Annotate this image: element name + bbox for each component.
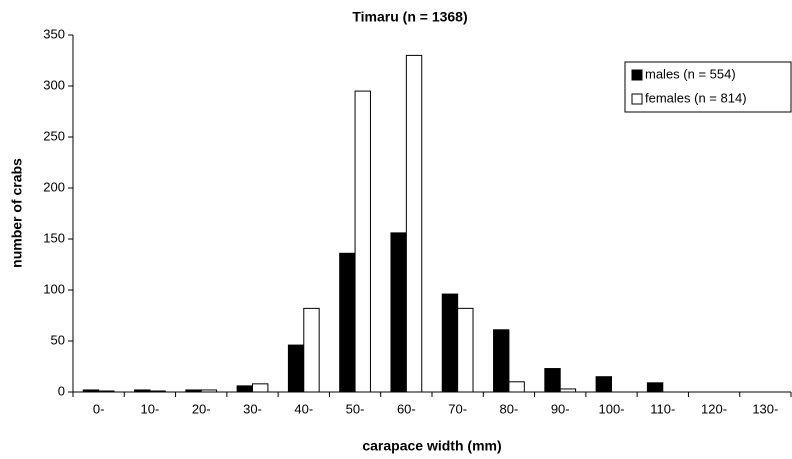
- bar: [544, 368, 561, 393]
- y-tick-label: 200: [43, 179, 65, 194]
- x-tick-label: 80-: [500, 401, 519, 416]
- y-tick-label: 350: [43, 26, 65, 41]
- bar: [134, 389, 151, 393]
- bar: [354, 90, 371, 393]
- legend-swatch: [631, 69, 643, 81]
- x-tick-label: 90-: [551, 401, 570, 416]
- bar: [200, 389, 218, 393]
- legend-box: [624, 61, 792, 113]
- y-tick-label: 300: [43, 77, 65, 92]
- bar: [98, 390, 115, 393]
- bar: [236, 385, 254, 393]
- bar: [303, 307, 320, 393]
- bar: [559, 388, 577, 393]
- y-axis-label: number of crabs: [9, 158, 25, 268]
- y-tick-label: 150: [43, 230, 65, 245]
- x-tick-label: 70-: [448, 401, 467, 416]
- y-tick-label: 50: [51, 332, 65, 347]
- bar: [185, 389, 202, 393]
- x-tick-label: 130-: [752, 401, 778, 416]
- bar: [457, 307, 474, 393]
- chart-title: Timaru (n = 1368): [352, 9, 467, 25]
- x-tick-label: 50-: [346, 401, 365, 416]
- bar: [405, 54, 423, 393]
- bar: [149, 390, 166, 393]
- x-tick-label: 40-: [294, 401, 313, 416]
- legend-swatch: [631, 93, 643, 105]
- x-tick-label: 0-: [93, 401, 105, 416]
- x-tick-label: 110-: [650, 401, 675, 416]
- x-tick-label: 120-: [701, 401, 727, 416]
- x-tick-label: 30-: [243, 401, 262, 416]
- bar: [82, 389, 100, 393]
- bar: [252, 383, 269, 393]
- x-tick-label: 20-: [192, 401, 211, 416]
- y-tick-label: 0: [58, 383, 65, 398]
- legend-label: males (n = 554): [645, 66, 736, 81]
- bar: [441, 293, 459, 393]
- bar: [508, 381, 525, 393]
- x-axis-label: carapace width (mm): [362, 438, 501, 454]
- x-tick-label: 100-: [598, 401, 624, 416]
- bar: [646, 382, 664, 393]
- x-tick-label: 10-: [141, 401, 160, 416]
- legend-label: females (n = 814): [645, 90, 747, 105]
- y-tick-label: 250: [43, 128, 65, 143]
- bar: [287, 344, 305, 393]
- x-tick-label: 60-: [397, 401, 416, 416]
- y-tick-label: 100: [43, 281, 65, 296]
- bar: [493, 329, 510, 393]
- bar: [595, 376, 612, 393]
- bar: [339, 252, 356, 393]
- bar: [390, 232, 407, 393]
